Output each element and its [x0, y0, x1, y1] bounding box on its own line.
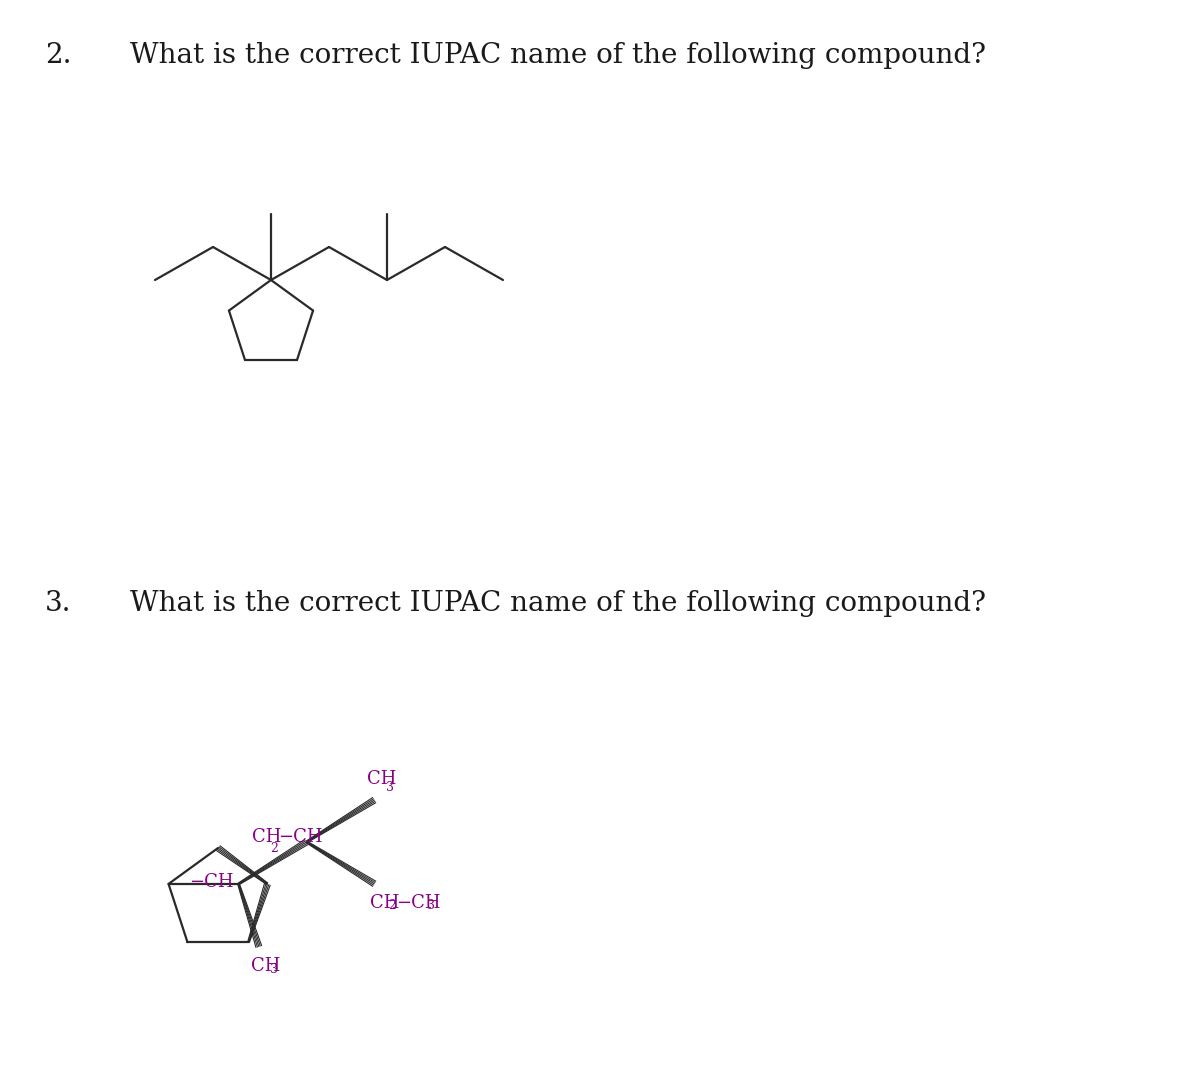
Text: 2.: 2.: [46, 42, 72, 69]
Text: 3.: 3.: [46, 590, 72, 617]
Text: 2: 2: [389, 899, 396, 912]
Text: 3: 3: [270, 963, 278, 976]
Text: CH: CH: [252, 828, 281, 846]
Text: CH: CH: [370, 894, 398, 912]
Text: −CH: −CH: [396, 894, 442, 912]
Text: 3: 3: [385, 781, 394, 794]
Text: −CH: −CH: [190, 873, 234, 890]
Text: CH: CH: [251, 956, 281, 975]
Text: CH: CH: [366, 770, 396, 788]
Text: 3: 3: [426, 899, 434, 912]
Text: What is the correct IUPAC name of the following compound?: What is the correct IUPAC name of the fo…: [130, 590, 986, 617]
Text: 2: 2: [270, 842, 278, 855]
Text: What is the correct IUPAC name of the following compound?: What is the correct IUPAC name of the fo…: [130, 42, 986, 69]
Text: −CH: −CH: [278, 828, 323, 846]
